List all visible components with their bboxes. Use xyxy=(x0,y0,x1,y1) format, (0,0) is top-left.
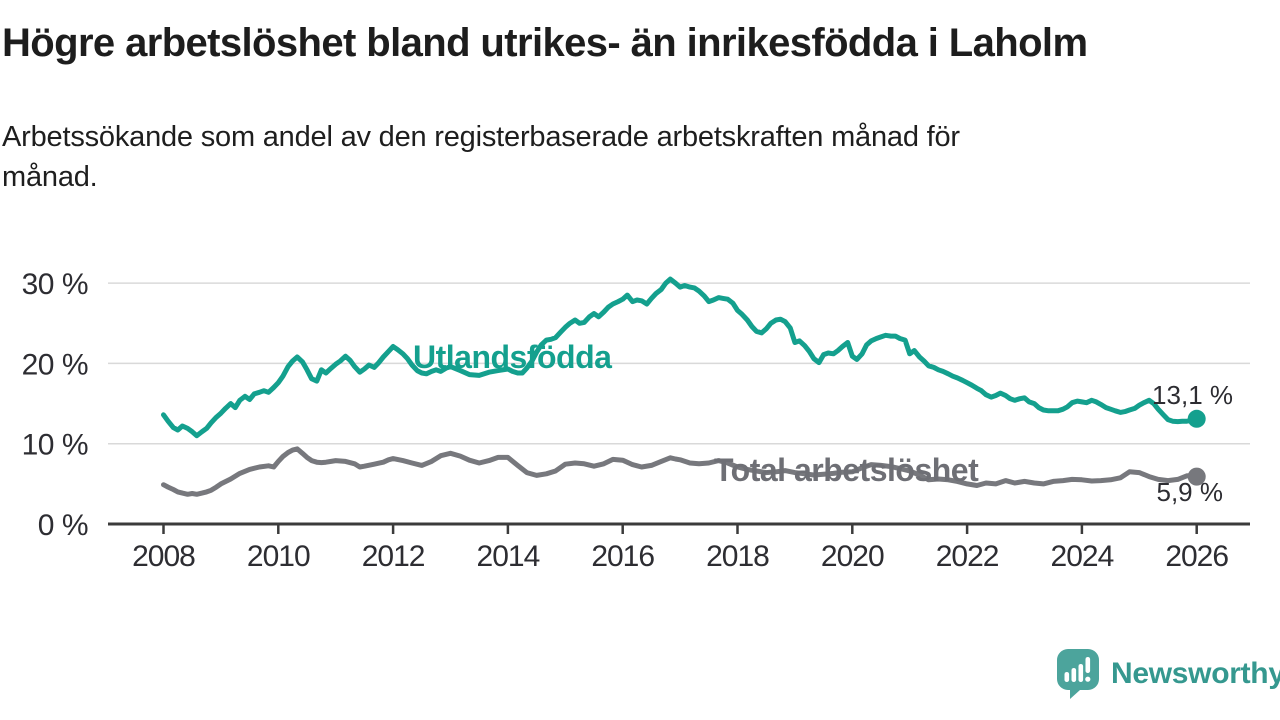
x-axis-label-2018: 2018 xyxy=(706,540,769,573)
x-axis-label-2012: 2012 xyxy=(362,540,425,573)
logo-bar-large xyxy=(1078,664,1084,682)
x-axis-label-2024: 2024 xyxy=(1051,540,1114,573)
brand-name: Newsworthy xyxy=(1111,657,1280,690)
newsworthy-logo: Newsworthy xyxy=(1056,648,1280,700)
series-line-utlandsfodda xyxy=(161,276,1200,439)
x-axis-label-2026: 2026 xyxy=(1165,540,1228,573)
y-axis-label-20: 20 % xyxy=(22,348,88,381)
series-line-total-arbetsloshet xyxy=(161,446,1200,497)
chart-subtitle: Arbetssökande som andel av den registerb… xyxy=(2,117,1202,197)
y-axis-label-0: 0 % xyxy=(38,509,88,542)
chart-subtitle-line-2: månad. xyxy=(2,161,98,194)
x-axis-label-2014: 2014 xyxy=(477,540,540,573)
logo-exclamation-dot xyxy=(1085,676,1091,682)
series-label-total-arbetsloshet: Total arbetslöshet xyxy=(714,452,979,488)
chart-title: Högre arbetslöshet bland utrikes- än inr… xyxy=(2,21,1088,65)
x-axis-label-2008: 2008 xyxy=(132,540,195,573)
logo-exclamation-bar xyxy=(1085,657,1091,673)
y-axis-label-10: 10 % xyxy=(22,429,88,462)
end-value-label-total-arbetsloshet: 5,9 % xyxy=(1157,477,1224,507)
logo-bar-medium xyxy=(1071,668,1077,682)
x-axis-label-2022: 2022 xyxy=(936,540,999,573)
series-end-dot-utlandsfodda xyxy=(1187,409,1206,428)
chart-subtitle-line-1: Arbetssökande som andel av den registerb… xyxy=(2,121,960,153)
x-axis-label-2016: 2016 xyxy=(591,540,654,573)
newsworthy-speech-bubble-bar-chart-icon xyxy=(1057,649,1099,699)
x-axis-label-2020: 2020 xyxy=(821,540,884,573)
series-end-dot-total-arbetsloshet xyxy=(1187,467,1206,486)
logo-bar-chart-glyphs xyxy=(1064,657,1091,682)
y-axis-label-30: 30 % xyxy=(22,268,88,301)
speech-bubble-shape xyxy=(1057,649,1099,699)
series-label-utlandsfodda: Utlandsfödda xyxy=(413,339,612,375)
logo-bar-small xyxy=(1064,672,1070,682)
end-value-label-utlandsfodda: 13,1 % xyxy=(1152,380,1233,410)
x-axis-label-2010: 2010 xyxy=(247,540,310,573)
